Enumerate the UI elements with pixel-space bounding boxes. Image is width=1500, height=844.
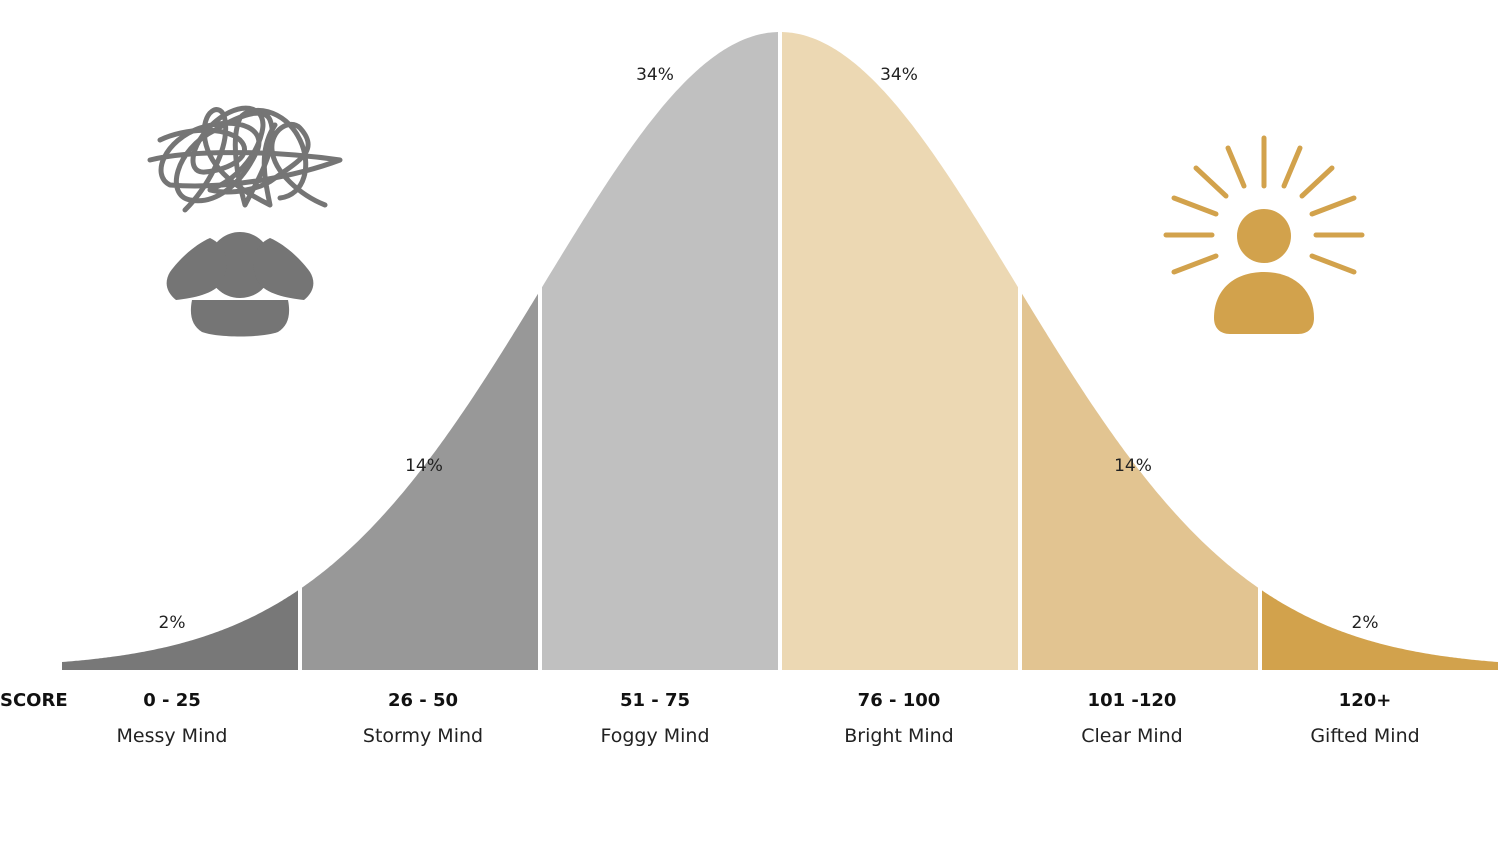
category-label: Gifted Mind	[1310, 725, 1419, 747]
segment-gifted-mind	[1262, 590, 1498, 670]
percent-label: 34%	[636, 65, 674, 85]
score-range-label: 26 - 50	[388, 690, 458, 711]
enlightened-person-icon	[1163, 135, 1365, 334]
score-range-label: 51 - 75	[620, 690, 690, 711]
percent-labels: 2% 14% 34% 34% 14% 2%	[159, 65, 1379, 633]
stressed-person-scribble-icon	[147, 105, 343, 337]
score-range-label: 120+	[1339, 690, 1392, 711]
curve-segments	[62, 32, 1498, 670]
score-range-label: 0 - 25	[143, 690, 201, 711]
category-label: Foggy Mind	[600, 725, 709, 747]
category-label: Stormy Mind	[363, 725, 483, 747]
segment-foggy-mind	[542, 32, 778, 670]
score-axis: SCORE 0 - 25 Messy Mind 26 - 50 Stormy Mind…	[0, 690, 1420, 747]
percent-label: 14%	[1114, 456, 1152, 476]
percent-label: 2%	[159, 613, 186, 633]
category-label: Clear Mind	[1081, 725, 1183, 747]
percent-label: 34%	[880, 65, 918, 85]
category-label: Messy Mind	[117, 725, 228, 747]
segment-clear-mind	[1022, 293, 1258, 670]
category-label: Bright Mind	[844, 725, 954, 747]
percent-label: 2%	[1352, 613, 1379, 633]
segment-bright-mind	[782, 32, 1018, 670]
score-axis-title: SCORE	[0, 690, 68, 711]
score-range-label: 101 -120	[1088, 690, 1177, 711]
segment-messy-mind	[62, 590, 298, 670]
segment-stormy-mind	[302, 293, 538, 670]
score-range-label: 76 - 100	[858, 690, 941, 711]
percent-label: 14%	[405, 456, 443, 476]
